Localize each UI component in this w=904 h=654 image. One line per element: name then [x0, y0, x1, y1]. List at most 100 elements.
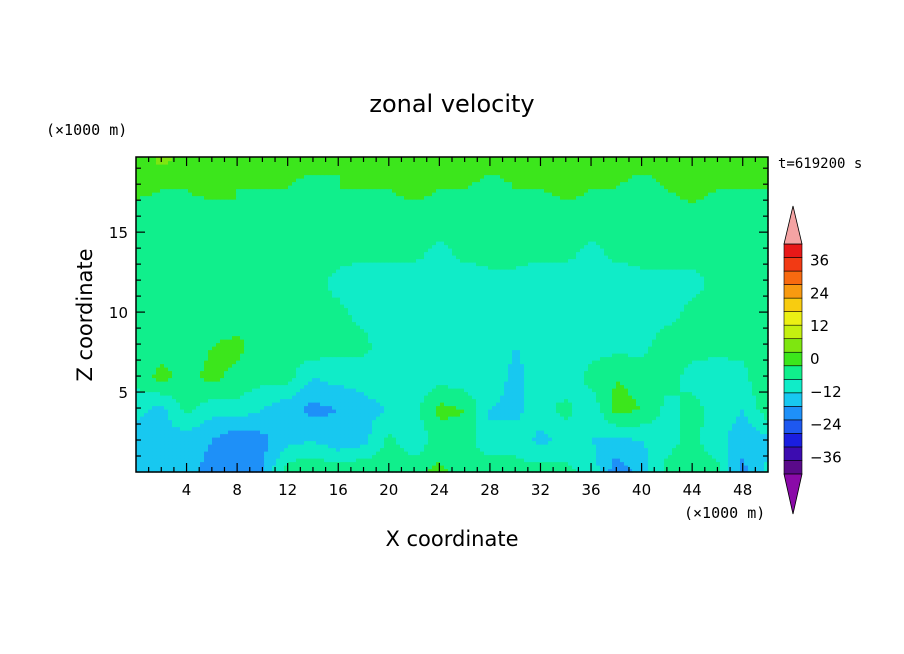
- contour-cell: [728, 374, 733, 379]
- contour-cell: [472, 458, 477, 463]
- contour-cell: [448, 433, 453, 438]
- contour-cell: [408, 370, 413, 375]
- contour-cell: [184, 416, 189, 421]
- contour-cell: [224, 388, 229, 393]
- contour-cell: [672, 384, 677, 389]
- contour-cell: [148, 391, 153, 396]
- contour-cell: [352, 384, 357, 389]
- contour-cell: [708, 391, 713, 396]
- contour-cell: [664, 381, 669, 386]
- contour-cell: [696, 412, 701, 417]
- contour-cell: [192, 370, 197, 375]
- contour-cell: [752, 419, 757, 424]
- contour-cell: [296, 430, 301, 435]
- contour-cell: [152, 430, 157, 435]
- contour-cell: [420, 468, 425, 473]
- contour-cell: [292, 416, 297, 421]
- contour-cell: [612, 447, 617, 452]
- contour-cell: [420, 458, 425, 463]
- contour-cell: [556, 395, 561, 400]
- contour-cell: [536, 377, 541, 382]
- contour-cell: [712, 444, 717, 449]
- contour-cell: [428, 363, 433, 368]
- contour-cell: [480, 402, 485, 407]
- contour-cell: [204, 423, 209, 428]
- contour-cell: [496, 419, 501, 424]
- contour-cell: [716, 419, 721, 424]
- contour-cell: [568, 363, 573, 368]
- contour-cell: [668, 447, 673, 452]
- contour-cell: [276, 454, 281, 459]
- contour-cell: [316, 381, 321, 386]
- contour-cell: [320, 433, 325, 438]
- contour-cell: [400, 398, 405, 403]
- contour-cell: [476, 367, 481, 372]
- contour-cell: [164, 384, 169, 389]
- contour-cell: [280, 374, 285, 379]
- contour-cell: [620, 391, 625, 396]
- contour-cell: [172, 416, 177, 421]
- contour-cell: [460, 405, 465, 410]
- contour-cell: [264, 374, 269, 379]
- contour-cell: [580, 395, 585, 400]
- contour-cell: [252, 377, 257, 382]
- contour-cell: [312, 412, 317, 417]
- contour-cell: [700, 454, 705, 459]
- contour-cell: [516, 363, 521, 368]
- contour-cell: [264, 430, 269, 435]
- contour-cell: [628, 430, 633, 435]
- contour-cell: [196, 395, 201, 400]
- contour-cell: [264, 370, 269, 375]
- contour-cell: [440, 430, 445, 435]
- contour-cell: [192, 447, 197, 452]
- contour-cell: [172, 395, 177, 400]
- contour-cell: [592, 370, 597, 375]
- contour-cell: [532, 440, 537, 445]
- contour-cell: [228, 381, 233, 386]
- contour-cell: [460, 381, 465, 386]
- contour-cell: [548, 465, 553, 470]
- contour-cell: [212, 388, 217, 393]
- contour-cell: [660, 363, 665, 368]
- contour-cell: [308, 461, 313, 466]
- contour-cell: [572, 370, 577, 375]
- contour-cell: [352, 370, 357, 375]
- contour-cell: [444, 433, 449, 438]
- contour-cell: [296, 398, 301, 403]
- contour-cell: [480, 430, 485, 435]
- contour-cell: [688, 451, 693, 456]
- contour-cell: [556, 374, 561, 379]
- contour-cell: [288, 388, 293, 393]
- contour-cell: [136, 391, 141, 396]
- contour-cell: [416, 465, 421, 470]
- contour-cell: [172, 451, 177, 456]
- contour-cell: [356, 419, 361, 424]
- contour-cell: [388, 388, 393, 393]
- contour-cell: [312, 367, 317, 372]
- contour-cell: [268, 444, 273, 449]
- contour-cell: [596, 440, 601, 445]
- contour-cell: [176, 395, 181, 400]
- contour-cell: [620, 405, 625, 410]
- contour-cell: [504, 360, 509, 365]
- contour-cell: [708, 374, 713, 379]
- contour-cell: [388, 444, 393, 449]
- contour-cell: [532, 465, 537, 470]
- contour-cell: [760, 405, 765, 410]
- contour-cell: [556, 426, 561, 431]
- contour-cell: [472, 402, 477, 407]
- contour-cell: [400, 381, 405, 386]
- contour-cell: [656, 398, 661, 403]
- contour-cell: [428, 468, 433, 473]
- contour-cell: [480, 370, 485, 375]
- contour-cell: [728, 398, 733, 403]
- contour-cell: [312, 416, 317, 421]
- contour-cell: [496, 377, 501, 382]
- contour-cell: [300, 433, 305, 438]
- contour-cell: [144, 423, 149, 428]
- contour-cell: [432, 465, 437, 470]
- contour-cell: [356, 454, 361, 459]
- contour-cell: [676, 454, 681, 459]
- contour-cell: [636, 409, 641, 414]
- contour-cell: [448, 405, 453, 410]
